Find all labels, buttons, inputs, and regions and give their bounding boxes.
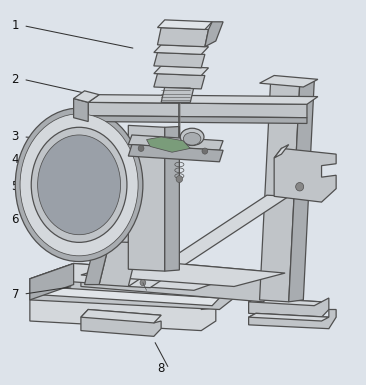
Polygon shape [128, 144, 223, 162]
Text: 3: 3 [12, 131, 19, 143]
Polygon shape [81, 310, 161, 323]
Polygon shape [289, 81, 314, 302]
Polygon shape [88, 102, 307, 118]
Polygon shape [249, 313, 329, 321]
Text: 8: 8 [157, 362, 165, 375]
Circle shape [202, 148, 208, 154]
Text: 1: 1 [11, 19, 19, 32]
Polygon shape [85, 134, 135, 285]
Polygon shape [81, 310, 161, 336]
Polygon shape [81, 259, 285, 302]
Circle shape [138, 145, 144, 151]
Polygon shape [249, 310, 336, 329]
Polygon shape [88, 116, 307, 124]
Ellipse shape [38, 135, 120, 235]
Ellipse shape [31, 127, 127, 243]
Text: 2: 2 [11, 73, 19, 86]
Polygon shape [74, 91, 99, 102]
Polygon shape [157, 20, 212, 30]
Polygon shape [259, 75, 318, 87]
Polygon shape [128, 126, 165, 271]
Polygon shape [99, 135, 165, 286]
Polygon shape [74, 99, 88, 122]
Polygon shape [249, 298, 322, 306]
Ellipse shape [183, 132, 201, 145]
Polygon shape [154, 66, 209, 75]
Polygon shape [146, 137, 190, 152]
Polygon shape [154, 52, 205, 68]
Polygon shape [81, 259, 285, 286]
Polygon shape [37, 150, 139, 243]
Polygon shape [88, 95, 318, 104]
Ellipse shape [15, 108, 143, 261]
Polygon shape [154, 74, 205, 89]
Polygon shape [128, 135, 223, 150]
Polygon shape [154, 45, 209, 54]
Text: 5: 5 [12, 180, 19, 193]
Text: 4: 4 [11, 153, 19, 166]
Circle shape [140, 280, 146, 286]
Polygon shape [30, 263, 238, 310]
Polygon shape [37, 141, 135, 154]
Polygon shape [157, 28, 209, 47]
Polygon shape [259, 83, 300, 302]
Polygon shape [274, 144, 289, 158]
Polygon shape [161, 87, 194, 102]
Polygon shape [30, 263, 74, 300]
Polygon shape [165, 127, 179, 271]
Polygon shape [249, 298, 329, 317]
Polygon shape [205, 22, 223, 47]
Polygon shape [30, 263, 238, 290]
Ellipse shape [180, 128, 204, 146]
Polygon shape [30, 286, 220, 331]
Circle shape [176, 176, 183, 182]
Polygon shape [128, 195, 289, 288]
Polygon shape [30, 286, 220, 306]
Text: 7: 7 [11, 288, 19, 301]
Ellipse shape [20, 114, 138, 256]
Circle shape [296, 182, 304, 191]
Polygon shape [274, 148, 336, 202]
Text: 6: 6 [11, 213, 19, 226]
